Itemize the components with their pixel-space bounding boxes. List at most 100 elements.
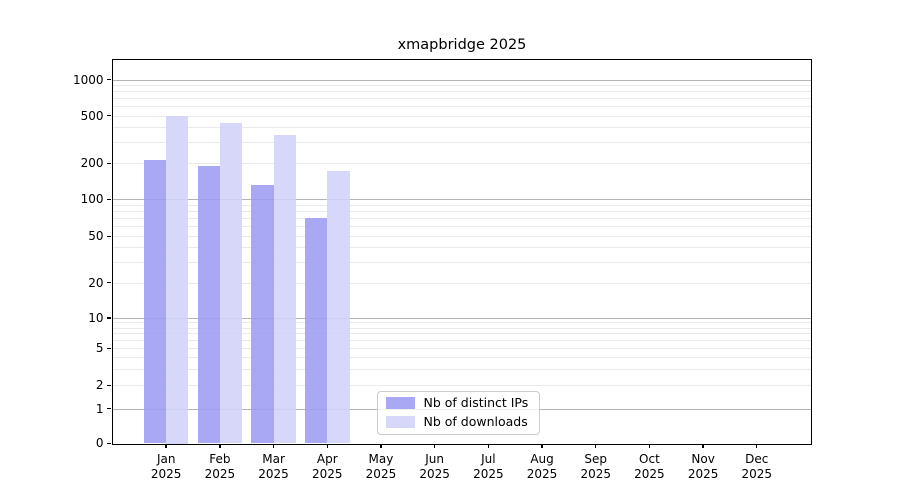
y-tick-label: 50 [88, 229, 104, 243]
x-tick-label: Dec 2025 [725, 452, 789, 483]
x-tick-label: Jul 2025 [456, 452, 520, 483]
legend-item-distinct-ips: Nb of distinct IPs [385, 395, 531, 411]
x-tick-month: Nov [691, 451, 715, 466]
gridline-minor [112, 127, 811, 129]
bar-downloads-feb [219, 123, 243, 444]
y-tick-mark [106, 408, 111, 410]
gridline-major [112, 79, 811, 81]
x-tick-label: Jun 2025 [403, 452, 467, 483]
gridline-minor [112, 91, 811, 93]
x-tick-year: 2025 [473, 467, 504, 481]
x-tick-year: 2025 [580, 467, 611, 481]
x-tick-label: Mar 2025 [242, 452, 306, 483]
gridline-minor [112, 348, 811, 349]
y-tick-label: 2 [95, 378, 104, 393]
gridline-minor [112, 333, 811, 335]
legend-label-distinct-ips: Nb of distinct IPs [423, 395, 529, 410]
y-tick-mark [106, 115, 111, 117]
bar-downloads-mar [273, 135, 296, 444]
x-tick-label: Nov 2025 [671, 452, 735, 483]
gridline-minor [112, 218, 811, 220]
x-tick-label: Apr 2025 [295, 452, 359, 483]
x-tick-year: 2025 [150, 467, 182, 481]
x-tick-year: 2025 [526, 467, 558, 481]
bar-distinct-ips-mar [251, 185, 274, 444]
gridline-minor [112, 115, 811, 117]
legend-item-downloads: Nb of downloads [385, 414, 531, 430]
x-tick-label: Feb 2025 [188, 452, 252, 483]
y-tick-mark [106, 347, 111, 349]
y-tick-label: 1000 [72, 72, 104, 87]
x-tick-year: 2025 [419, 467, 450, 481]
x-tick-mark [541, 443, 543, 448]
x-tick-month: Sep [584, 451, 608, 466]
x-tick-month: May [368, 451, 394, 466]
y-tick-label: 200 [80, 156, 104, 170]
gridline-minor [112, 84, 811, 86]
x-tick-mark [219, 443, 221, 448]
y-tick-mark [106, 79, 111, 81]
gridline-minor [112, 322, 811, 324]
legend: Nb of distinct IPs Nb of downloads [376, 390, 540, 435]
gridline-minor [112, 210, 811, 212]
x-tick-mark [487, 443, 490, 448]
x-tick-label: Aug 2025 [510, 452, 574, 483]
y-tick-mark [106, 235, 111, 237]
y-tick-mark [106, 162, 111, 164]
y-tick-mark [106, 198, 111, 200]
y-tick-label: 5 [95, 341, 104, 355]
legend-swatch-distinct-ips [385, 397, 415, 409]
x-tick-year: 2025 [204, 467, 236, 481]
gridline-minor [112, 385, 811, 387]
gridline-minor [112, 327, 811, 329]
gridline-minor [112, 357, 811, 359]
gridline-minor [112, 340, 811, 342]
gridline-minor [112, 247, 811, 249]
y-tick-mark [106, 317, 111, 319]
plot-area: 0 1 2 5 10 20 50 100 200 500 1000 Jan 2025 Feb 2025 Mar… [73, 58, 812, 481]
y-tick-mark [106, 384, 111, 387]
x-tick-month: Aug [530, 451, 554, 466]
x-tick-year: 2025 [258, 467, 289, 481]
gridline-minor [112, 261, 811, 263]
x-tick-month: Dec [745, 451, 769, 466]
x-tick-label: May 2025 [349, 452, 413, 483]
gridline-minor [112, 368, 811, 370]
x-tick-mark [595, 443, 597, 448]
legend-label-downloads: Nb of downloads [423, 414, 528, 429]
bar-distinct-ips-jan [143, 160, 167, 444]
y-tick-label: 500 [80, 108, 104, 123]
x-tick-label: Sep 2025 [564, 452, 628, 483]
x-tick-mark [380, 443, 382, 448]
y-tick-label: 1 [95, 401, 104, 416]
y-tick-label: 20 [88, 275, 104, 290]
gridline-minor [112, 106, 811, 108]
y-tick-label: 100 [80, 192, 104, 206]
x-tick-mark [433, 443, 436, 448]
bar-distinct-ips-apr [304, 218, 328, 444]
gridline-minor [112, 204, 811, 206]
x-tick-label: Oct 2025 [617, 452, 681, 483]
bar-downloads-jan [166, 115, 189, 444]
x-tick-year: 2025 [365, 467, 397, 481]
y-tick-mark [106, 442, 111, 444]
gridline-minor [112, 236, 811, 237]
x-tick-mark [165, 443, 167, 448]
x-tick-year: 2025 [741, 467, 773, 481]
x-tick-mark [326, 443, 328, 448]
legend-swatch-downloads [385, 416, 415, 428]
x-tick-year: 2025 [687, 467, 719, 481]
x-tick-month: Mar [262, 451, 285, 466]
x-tick-mark [648, 443, 651, 448]
gridline-minor [112, 141, 811, 143]
y-tick-label: 0 [95, 436, 104, 450]
x-tick-month: Jan [156, 451, 176, 466]
y-tick-label: 10 [88, 310, 104, 325]
x-tick-mark [702, 443, 704, 448]
x-tick-year: 2025 [311, 467, 343, 481]
x-tick-month: Oct [639, 451, 660, 466]
gridline-minor [112, 98, 811, 100]
gridline-minor [112, 163, 811, 164]
x-tick-mark [272, 443, 275, 448]
